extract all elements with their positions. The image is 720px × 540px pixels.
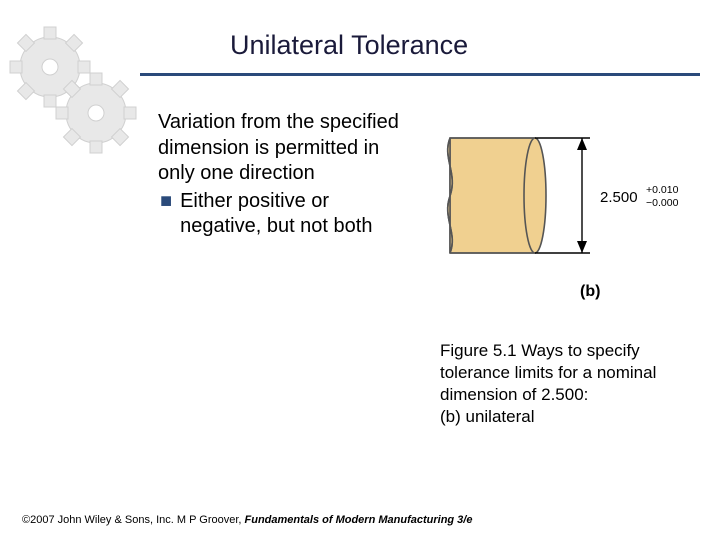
figure-caption: Figure 5.1 Ways to specify tolerance lim… (440, 340, 680, 428)
bullet-icon: ■ (160, 189, 172, 240)
caption-line-1: Figure 5.1 Ways to specify tolerance lim… (440, 340, 680, 406)
footer-copyright: ©2007 John Wiley & Sons, Inc. M P Groove… (22, 514, 472, 526)
tol-upper: +0.010 (646, 184, 679, 196)
gear-decoration (8, 25, 138, 155)
bullet-item: ■ Either positive or negative, but not b… (158, 189, 403, 240)
panel-label: (b) (580, 283, 600, 300)
title-underline (140, 73, 700, 76)
slide-title: Unilateral Tolerance (230, 30, 468, 61)
tol-lower: −0.000 (646, 197, 679, 209)
tolerance-diagram: 2.500 +0.010 −0.000 (b) (430, 108, 700, 308)
footer-book: Fundamentals of Modern Manufacturing 3/e (245, 514, 473, 526)
bullet-text: Either positive or negative, but not bot… (180, 189, 403, 240)
caption-line-2: (b) unilateral (440, 406, 680, 428)
footer-text: ©2007 John Wiley & Sons, Inc. M P Groove… (22, 514, 245, 526)
dim-value: 2.500 (600, 189, 638, 206)
body-line-1: Variation from the specified dimension i… (158, 110, 403, 187)
body-text: Variation from the specified dimension i… (158, 110, 403, 240)
